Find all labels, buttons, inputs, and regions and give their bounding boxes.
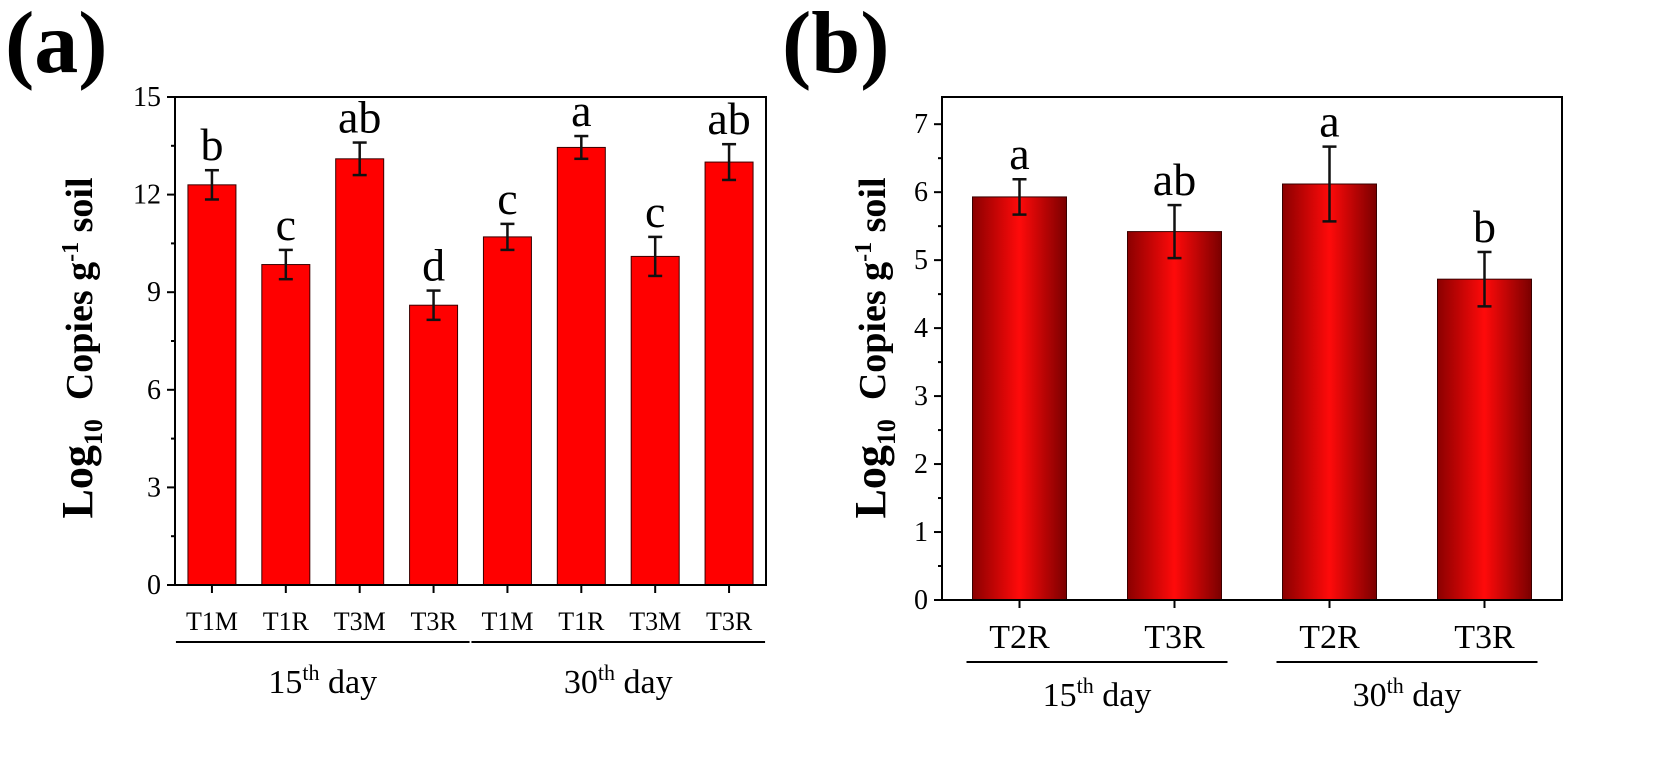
- panel-label: (b): [782, 0, 890, 92]
- y-label-sub: 10: [872, 419, 901, 445]
- significance-label: ab: [338, 92, 381, 143]
- error-bar-5: [500, 222, 515, 252]
- x-tick-label: T2R: [989, 619, 1050, 656]
- group-label-day: day: [1404, 677, 1462, 714]
- group-label-sup: th: [598, 660, 615, 685]
- significance-label: c: [645, 186, 665, 237]
- significance-label: a: [1009, 128, 1029, 179]
- group-label: 15th day: [268, 660, 377, 701]
- bar-4: [1437, 278, 1532, 601]
- x-tick-label: T2R: [1299, 619, 1360, 656]
- y-tick-label: 0: [147, 570, 161, 601]
- bar-7: [630, 255, 680, 586]
- x-tick-label: T1R: [558, 607, 605, 636]
- significance-label: ab: [707, 93, 750, 144]
- y-tick-label: 7: [914, 109, 928, 140]
- y-tick-label: 12: [133, 180, 161, 211]
- error-bar-7: [648, 235, 663, 278]
- x-tick-label: T3R: [410, 607, 457, 636]
- y-tick-label: 15: [133, 82, 161, 113]
- significance-label: d: [422, 240, 445, 291]
- x-tick-label: T3M: [334, 607, 386, 636]
- significance-label: ab: [1153, 154, 1196, 205]
- group-label-sup: th: [302, 660, 319, 685]
- y-tick-label: 6: [147, 375, 161, 406]
- error-bar-3: [352, 141, 367, 177]
- y-tick-label: 0: [914, 585, 928, 616]
- group-label-number: 30: [1353, 677, 1387, 714]
- y-axis-label: Log10 Copies g-1 soil: [53, 177, 108, 518]
- y-tick-label: 9: [147, 277, 161, 308]
- panel-label: (a): [5, 0, 108, 92]
- y-label-suffix: soil: [59, 177, 101, 241]
- group-label: 15th day: [1043, 673, 1152, 714]
- y-label-log: Log: [846, 445, 895, 518]
- group-label-day: day: [615, 664, 673, 701]
- y-tick-label: 5: [914, 245, 928, 276]
- bar-4: [409, 304, 459, 586]
- plot-frame: [941, 96, 1563, 601]
- chart-a: (a) Log10 Copies g-1 soil b T1M c T1R ab T3M d T3…: [5, 0, 767, 701]
- significance-label: c: [276, 199, 296, 250]
- error-bar-3: [1322, 145, 1337, 223]
- error-bar-1: [204, 168, 219, 201]
- chart-b: (b)Log10 Copies g-1 soilaT2RabT3RaT2RbT3…: [782, 0, 1563, 714]
- x-tick-label: T1M: [481, 607, 533, 636]
- error-bar-1: [1012, 177, 1027, 216]
- group-label: 30th day: [1353, 673, 1462, 714]
- y-label-sup: -1: [58, 242, 84, 262]
- bar-1: [972, 196, 1067, 601]
- y-label-sub: 10: [79, 419, 108, 445]
- x-tick-label: T1M: [186, 607, 238, 636]
- y-label-main: Copies g: [59, 262, 101, 400]
- x-tick-label: T3M: [629, 607, 681, 636]
- y-tick-label: 3: [914, 381, 928, 412]
- bar-8: [704, 161, 754, 586]
- significance-label: b: [200, 119, 223, 170]
- bar-3: [335, 158, 385, 586]
- x-tick-label: T3R: [1454, 619, 1515, 656]
- bar-5: [482, 236, 532, 586]
- y-label-log: Log: [53, 445, 102, 518]
- y-label-suffix: soil: [852, 177, 894, 241]
- y-tick-label: 3: [147, 472, 161, 503]
- group-label-day: day: [1094, 677, 1152, 714]
- error-bar-4: [1477, 250, 1492, 308]
- error-bar-6: [574, 134, 589, 161]
- bar-2: [1127, 231, 1222, 601]
- y-axis-label: Log10 Copies g-1 soil: [846, 177, 901, 518]
- group-label-number: 30: [564, 664, 598, 701]
- y-label-sup: -1: [851, 242, 877, 262]
- group-label-sup: th: [1077, 673, 1094, 698]
- x-tick-label: T1R: [263, 607, 310, 636]
- error-bar-4: [426, 289, 441, 322]
- error-bar-8: [722, 142, 737, 182]
- y-tick-label: 1: [914, 517, 928, 548]
- bar-2: [261, 264, 311, 586]
- y-tick-label: 2: [914, 449, 928, 480]
- y-tick-label: 4: [914, 313, 928, 344]
- bar-6: [556, 146, 606, 586]
- y-label-main: Copies g: [852, 262, 894, 400]
- y-label-gap: [59, 400, 101, 419]
- group-label-day: day: [320, 664, 378, 701]
- bar-1: [187, 184, 237, 586]
- bar-3: [1282, 183, 1377, 601]
- error-bar-2: [278, 248, 293, 281]
- x-tick-label: T3R: [706, 607, 753, 636]
- significance-label: a: [571, 85, 591, 136]
- significance-label: a: [1319, 96, 1339, 147]
- x-tick-label: T3R: [1144, 619, 1205, 656]
- significance-label: b: [1473, 201, 1496, 252]
- group-label-number: 15: [268, 664, 302, 701]
- error-bar-2: [1167, 203, 1182, 260]
- group-label-number: 15: [1043, 677, 1077, 714]
- group-label: 30th day: [564, 660, 673, 701]
- significance-label: c: [497, 173, 517, 224]
- y-tick-label: 6: [914, 177, 928, 208]
- group-label-sup: th: [1387, 673, 1404, 698]
- y-label-gap: [852, 400, 894, 419]
